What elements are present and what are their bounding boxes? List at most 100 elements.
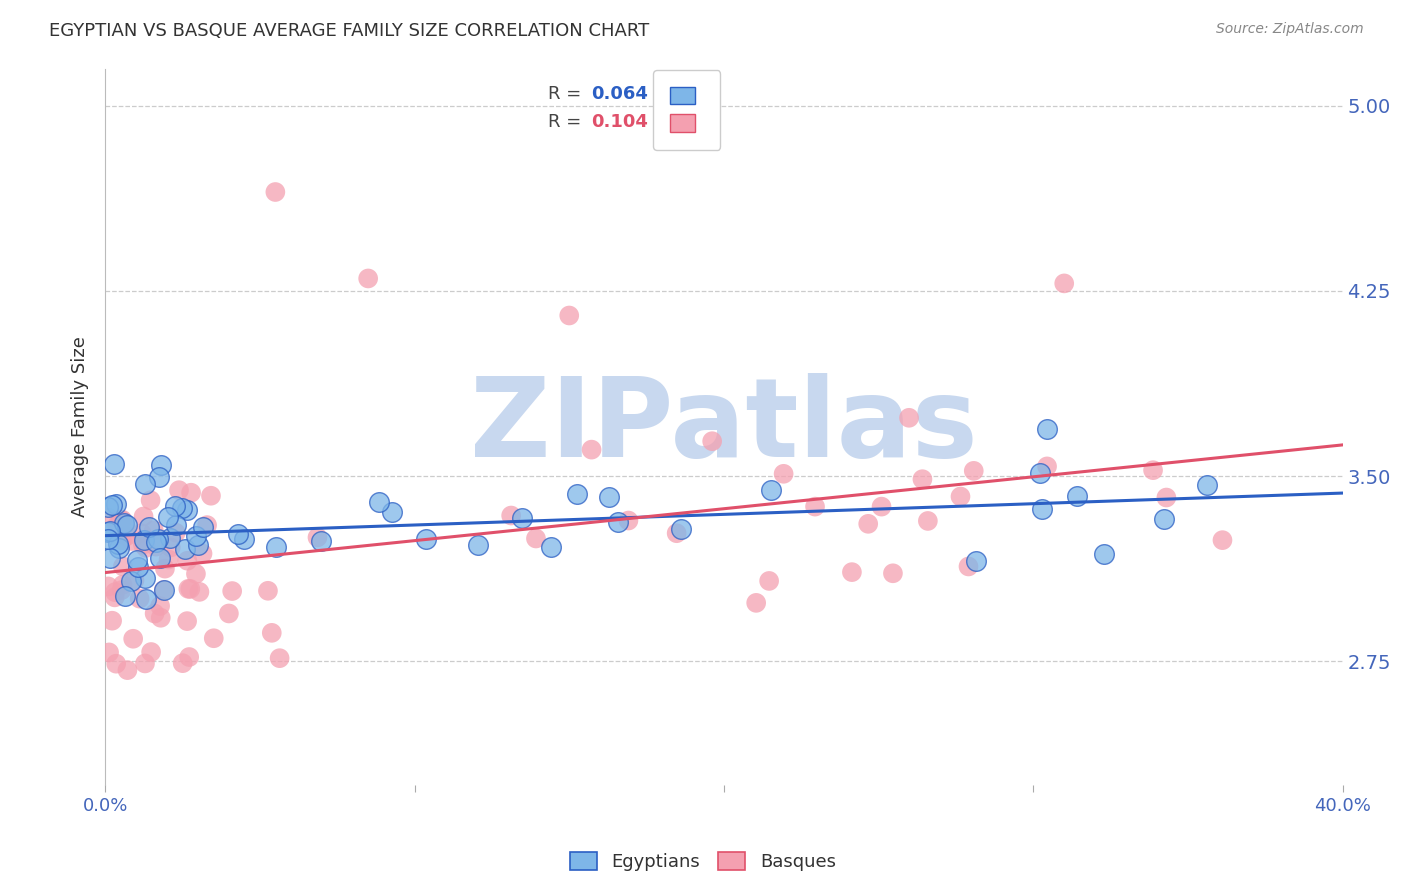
Point (143, 607, 166, 621)
Point (177, 582, 200, 596)
Point (172, 656, 194, 670)
Point (858, 516, 880, 531)
Point (357, 271, 380, 285)
Point (131, 526, 153, 541)
Point (115, 518, 138, 533)
Point (100, 524, 122, 538)
Point (501, 508, 523, 523)
Point (152, 583, 174, 598)
Y-axis label: Average Family Size: Average Family Size (72, 336, 89, 517)
Point (180, 485, 202, 500)
Point (524, 532, 547, 546)
Point (898, 410, 921, 425)
Point (772, 467, 794, 481)
Point (97, 500, 120, 514)
Point (228, 527, 250, 541)
Point (127, 560, 149, 574)
Point (115, 529, 138, 543)
Point (134, 571, 156, 585)
Point (581, 442, 603, 457)
Point (165, 518, 187, 533)
Text: R =: R = (548, 113, 582, 131)
Point (1031, 502, 1053, 516)
Text: 60: 60 (696, 85, 720, 103)
Point (1195, 478, 1218, 492)
Point (957, 559, 980, 574)
Point (882, 566, 904, 581)
Point (148, 470, 170, 484)
Point (134, 657, 156, 671)
Point (963, 464, 986, 478)
Point (121, 533, 143, 548)
Point (1036, 422, 1059, 436)
Point (540, 541, 562, 555)
Point (111, 578, 134, 592)
Point (124, 574, 146, 588)
Point (97, 533, 120, 547)
Point (163, 499, 186, 513)
Point (415, 533, 437, 547)
Legend: , : , (654, 70, 720, 150)
Point (97, 579, 120, 593)
Point (221, 584, 243, 599)
Point (195, 518, 218, 533)
Point (758, 574, 780, 588)
Point (1053, 277, 1076, 291)
Point (114, 589, 136, 603)
Point (759, 483, 782, 497)
Point (152, 582, 174, 597)
Point (558, 309, 581, 323)
Point (176, 554, 198, 568)
Point (606, 515, 628, 529)
Point (122, 632, 145, 646)
Point (132, 538, 155, 552)
Point (218, 607, 240, 621)
Point (1153, 512, 1175, 526)
Point (176, 502, 198, 516)
Point (110, 513, 132, 527)
Point (101, 614, 124, 628)
Point (841, 565, 863, 579)
Text: N =: N = (659, 85, 693, 103)
Point (702, 434, 724, 449)
Point (156, 509, 179, 524)
Text: ZIPatlas: ZIPatlas (470, 373, 977, 480)
Point (1156, 491, 1178, 505)
Point (598, 490, 620, 504)
Point (132, 533, 155, 547)
Point (142, 523, 165, 537)
Point (138, 519, 160, 533)
Point (105, 657, 128, 671)
Point (257, 583, 280, 598)
Point (139, 493, 162, 508)
Point (188, 585, 211, 599)
Point (510, 510, 533, 524)
Point (149, 550, 172, 565)
Point (135, 541, 157, 555)
Text: 86: 86 (696, 113, 721, 131)
Point (917, 514, 939, 528)
Point (134, 477, 156, 491)
Point (159, 541, 181, 555)
Point (804, 500, 827, 514)
Point (965, 554, 987, 568)
Point (115, 520, 138, 534)
Text: EGYPTIAN VS BASQUE AVERAGE FAMILY SIZE CORRELATION CHART: EGYPTIAN VS BASQUE AVERAGE FAMILY SIZE C… (49, 22, 650, 40)
Point (1142, 463, 1164, 477)
Text: R =: R = (548, 85, 582, 103)
Point (200, 489, 222, 503)
Point (911, 472, 934, 486)
Point (269, 651, 291, 665)
Text: 0.064: 0.064 (592, 85, 648, 103)
Point (311, 534, 333, 549)
Text: Source: ZipAtlas.com: Source: ZipAtlas.com (1216, 22, 1364, 37)
Point (167, 483, 190, 498)
Point (128, 591, 150, 606)
Point (104, 591, 127, 605)
Point (172, 500, 194, 515)
Point (1211, 533, 1233, 548)
Point (139, 645, 162, 659)
Point (165, 525, 187, 540)
Point (264, 185, 287, 199)
Point (179, 582, 201, 596)
